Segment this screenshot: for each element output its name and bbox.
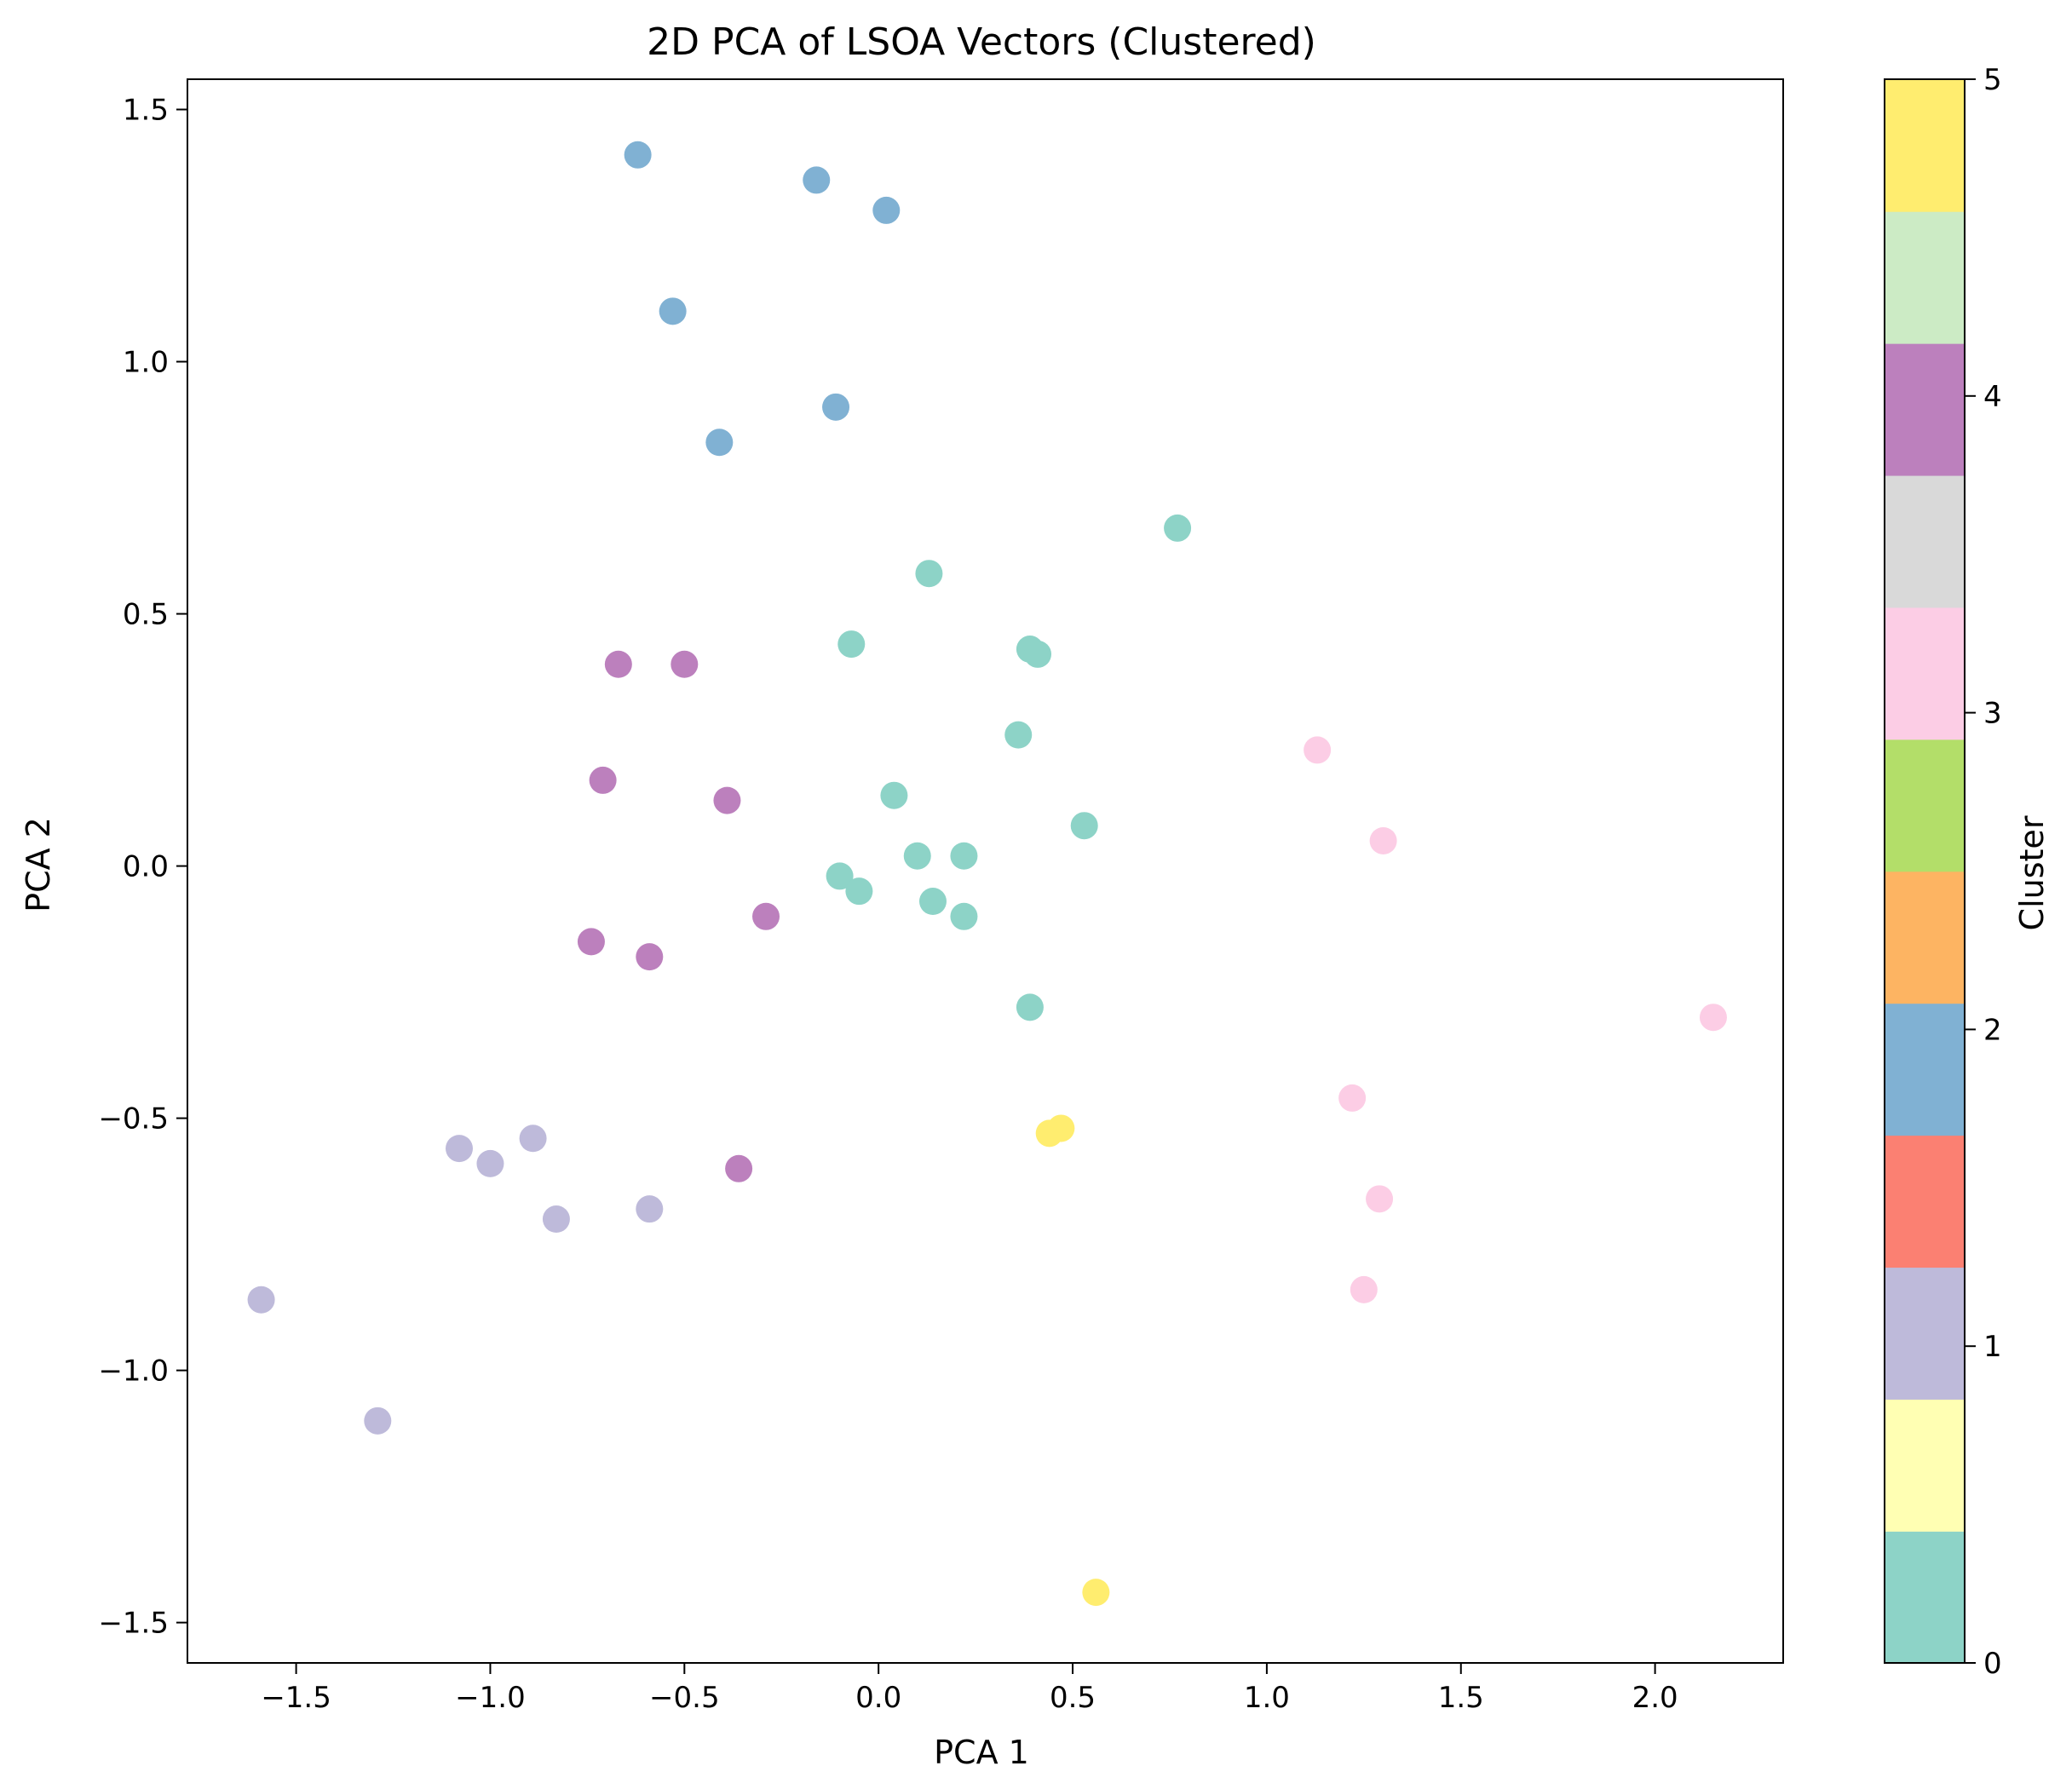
colorbar-tick-label: 1 (1983, 1330, 2002, 1364)
y-tick-label: 1.0 (123, 346, 169, 380)
y-axis-label: PCA 2 (20, 817, 57, 912)
cluster-0-point (1164, 514, 1192, 542)
colorbar-segment (1885, 210, 1965, 344)
cluster-1-point (476, 1149, 504, 1177)
colorbar-segment (1885, 79, 1965, 212)
y-tick-label: 1.5 (123, 94, 169, 128)
x-tick-label: 0.0 (855, 1681, 901, 1715)
y-tick-label: −0.5 (98, 1102, 169, 1136)
cluster-3-point (1366, 1185, 1394, 1213)
colorbar-tick-label: 5 (1983, 63, 2002, 97)
cluster-5-point (1035, 1119, 1063, 1148)
x-tick-label: 2.0 (1632, 1681, 1678, 1715)
cluster-4-point (713, 786, 741, 814)
x-tick-label: 1.0 (1244, 1681, 1290, 1715)
cluster-0-point (903, 842, 931, 870)
cluster-0-point (880, 781, 908, 809)
cluster-0-point (950, 902, 978, 930)
cluster-4-point (725, 1154, 753, 1182)
cluster-2-point (803, 166, 831, 194)
colorbar-segment (1885, 1399, 1965, 1532)
cluster-4-point (636, 943, 664, 971)
x-tick-label: −1.0 (455, 1681, 526, 1715)
cluster-0-point (1016, 993, 1044, 1021)
cluster-3-point (1699, 1004, 1727, 1032)
cluster-2-point (872, 196, 901, 224)
colorbar-segment (1885, 607, 1965, 740)
colorbar-segment (1885, 1531, 1965, 1664)
cluster-0-point (915, 560, 943, 588)
cluster-0-point (1004, 721, 1033, 749)
cluster-1-point (446, 1135, 474, 1163)
y-tick-label: −1.5 (98, 1607, 169, 1641)
plot-area: −1.5 −1.0 −0.5 0.0 0.5 1.0 1.5 2.0 −1.5 −1.0 −0.5 0… (98, 78, 1784, 1715)
cluster-2-point (659, 297, 687, 325)
axes-frame (187, 78, 1784, 1664)
chart-title: 2D PCA of LSOA Vectors (Clustered) (647, 20, 1316, 64)
colorbar-tick-label: 4 (1983, 380, 2002, 414)
cluster-1-point (364, 1406, 392, 1435)
colorbar-label: Cluster (2013, 815, 2051, 930)
cluster-0-point (1024, 640, 1052, 668)
cluster-3-point (1350, 1275, 1378, 1303)
cluster-0-point (950, 842, 978, 870)
y-tick-label: 0.0 (123, 850, 169, 884)
cluster-0-point (826, 862, 854, 890)
cluster-3-point (1338, 1084, 1367, 1112)
cluster-0-point (1070, 812, 1098, 840)
x-tick-label: −1.5 (261, 1681, 331, 1715)
colorbar-segment (1885, 1003, 1965, 1136)
cluster-1-point (247, 1286, 275, 1314)
colorbar-segment (1885, 475, 1965, 608)
cluster-0-point (837, 630, 866, 659)
cluster-3-point (1369, 826, 1397, 854)
cluster-2-point (624, 141, 652, 169)
x-tick-label: 0.5 (1050, 1681, 1096, 1715)
cluster-4-point (671, 650, 699, 678)
cluster-1-point (519, 1125, 547, 1153)
cluster-1-point (636, 1195, 664, 1223)
colorbar-tick-label: 2 (1983, 1013, 2002, 1047)
cluster-0-point (918, 888, 947, 916)
colorbar-tick-label: 3 (1983, 697, 2002, 731)
cluster-0-point (845, 877, 873, 906)
x-tick-label: −0.5 (649, 1681, 720, 1715)
cluster-4-point (577, 928, 605, 956)
colorbar-tick-label: 0 (1983, 1647, 2002, 1681)
y-tick-label: −1.0 (98, 1355, 169, 1389)
colorbar-segment (1885, 1267, 1965, 1400)
y-tick-label: 0.5 (123, 598, 169, 632)
cluster-4-point (752, 902, 780, 930)
cluster-2-point (822, 393, 850, 421)
colorbar-segment (1885, 342, 1965, 476)
cluster-3-point (1304, 736, 1332, 764)
colorbar-segment (1885, 739, 1965, 872)
colorbar-frame (1884, 78, 1966, 1664)
colorbar: 0 1 2 3 4 5 (1884, 63, 2002, 1681)
x-tick-label: 1.5 (1438, 1681, 1484, 1715)
x-axis-label: PCA 1 (934, 1734, 1029, 1771)
colorbar-segment (1885, 1135, 1965, 1268)
cluster-4-point (604, 650, 632, 678)
cluster-1-point (542, 1205, 570, 1234)
cluster-2-point (705, 429, 734, 457)
cluster-4-point (589, 766, 617, 794)
cluster-5-point (1082, 1579, 1110, 1607)
colorbar-segment (1885, 871, 1965, 1004)
